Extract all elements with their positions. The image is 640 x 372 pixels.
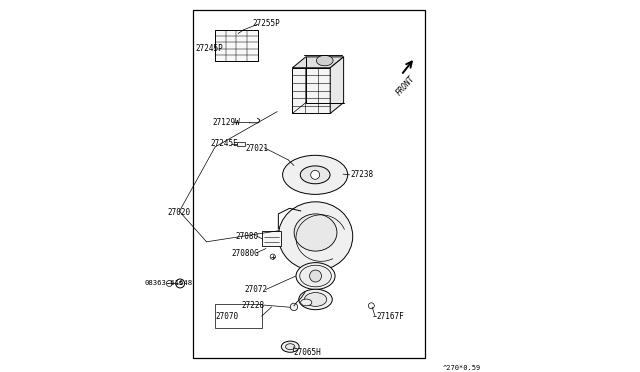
- Bar: [237, 142, 245, 146]
- Polygon shape: [330, 57, 344, 113]
- Circle shape: [166, 280, 172, 286]
- Text: 27238: 27238: [351, 170, 374, 179]
- Ellipse shape: [296, 263, 335, 289]
- Text: 27080G: 27080G: [232, 249, 259, 258]
- Text: 27080: 27080: [235, 232, 259, 241]
- Bar: [262, 231, 281, 246]
- Circle shape: [270, 254, 275, 259]
- Text: 27245P: 27245P: [195, 44, 223, 53]
- Ellipse shape: [282, 341, 299, 352]
- Text: 27245E: 27245E: [211, 139, 238, 148]
- Ellipse shape: [316, 55, 333, 66]
- Ellipse shape: [301, 299, 312, 306]
- Circle shape: [310, 270, 321, 282]
- Text: S: S: [179, 281, 182, 286]
- Circle shape: [291, 303, 298, 311]
- Ellipse shape: [283, 155, 348, 195]
- Text: 27065H: 27065H: [293, 348, 321, 357]
- Bar: [215, 304, 262, 328]
- Ellipse shape: [278, 202, 353, 271]
- Ellipse shape: [294, 214, 337, 251]
- Ellipse shape: [305, 292, 326, 307]
- Text: 27070: 27070: [215, 312, 238, 321]
- Text: FRONT: FRONT: [394, 74, 417, 97]
- Ellipse shape: [300, 265, 332, 287]
- Text: 27228: 27228: [241, 301, 264, 310]
- Ellipse shape: [300, 166, 330, 184]
- Text: 27255P: 27255P: [252, 19, 280, 28]
- Bar: [215, 30, 258, 61]
- Text: 27129W: 27129W: [212, 118, 240, 126]
- Circle shape: [310, 170, 319, 179]
- Text: ^270*0.59: ^270*0.59: [443, 365, 481, 371]
- Bar: [193, 10, 425, 358]
- Polygon shape: [292, 68, 330, 113]
- Ellipse shape: [299, 289, 332, 310]
- Circle shape: [175, 279, 184, 288]
- Polygon shape: [292, 57, 344, 68]
- Text: 08363-61648: 08363-61648: [145, 280, 193, 286]
- Text: 27072: 27072: [245, 285, 268, 294]
- Text: 27167F: 27167F: [377, 312, 404, 321]
- Text: 27021: 27021: [246, 144, 269, 153]
- Ellipse shape: [285, 344, 295, 350]
- Circle shape: [369, 303, 374, 309]
- Text: 27020: 27020: [168, 208, 191, 217]
